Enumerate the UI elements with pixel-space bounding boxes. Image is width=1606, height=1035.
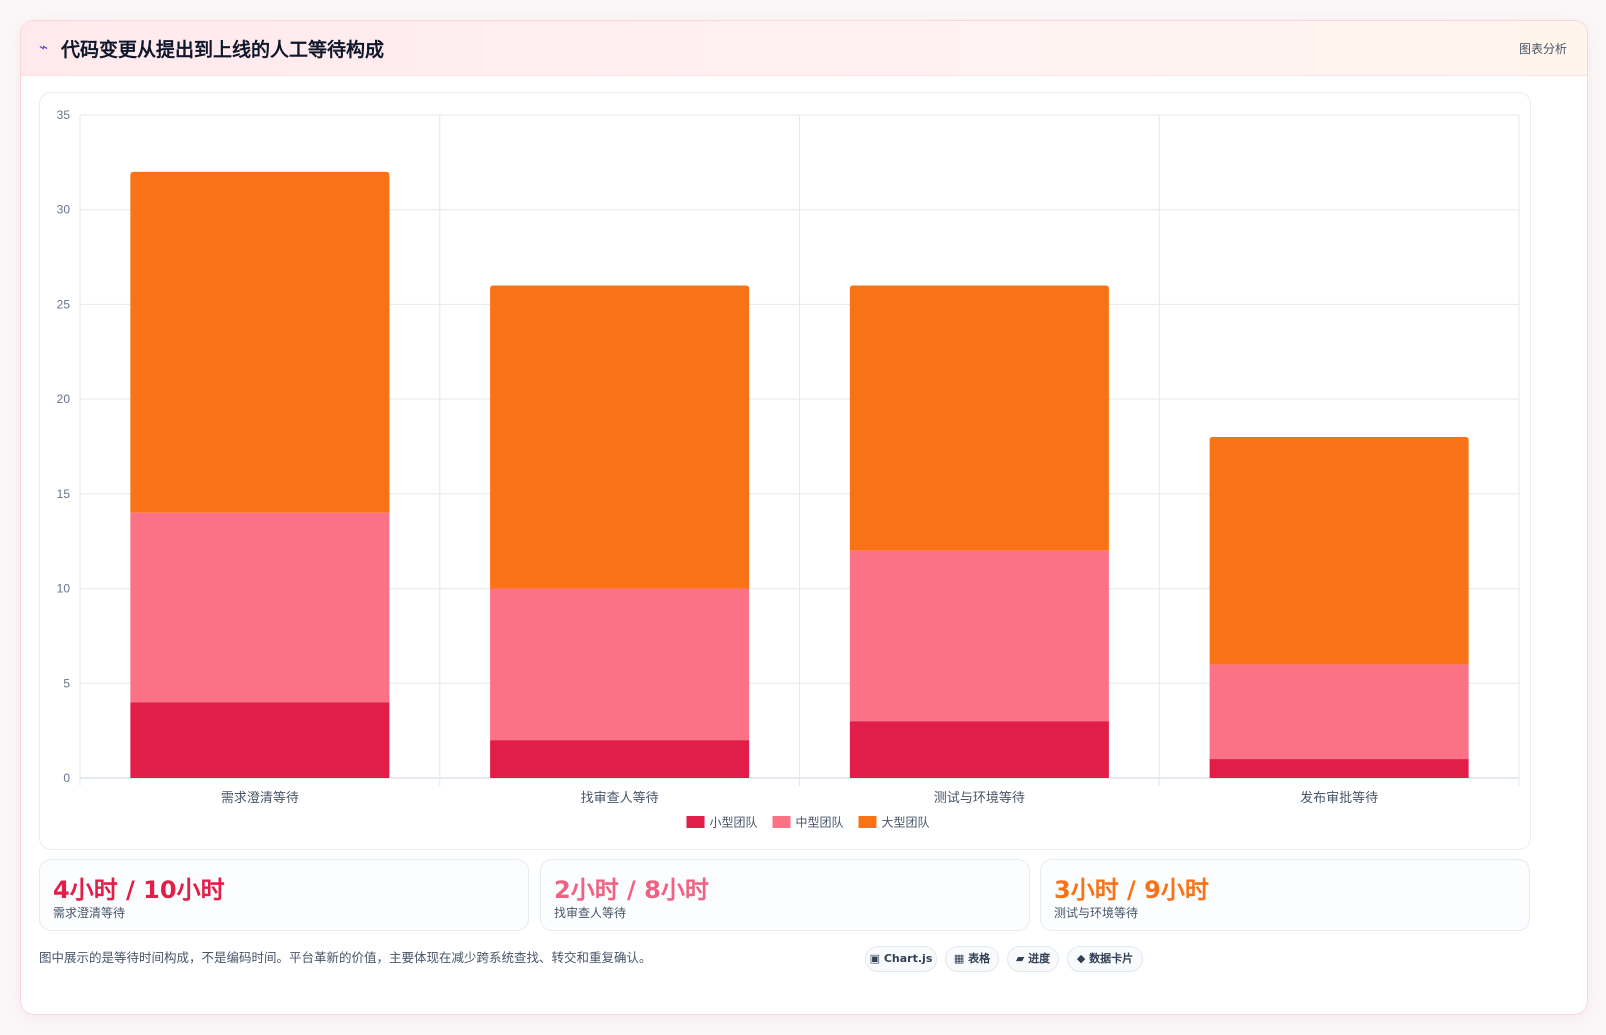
bar-segment [130, 512, 390, 703]
data-card-icon: ◆ [1076, 952, 1086, 965]
legend-swatch [686, 816, 705, 828]
bar-segment [1209, 664, 1469, 760]
stacked-bar-chart: 0 5 10 15 20 25 30 35 需求澄清等待 找审查人等待 测试与环境等待 发布审批等待小… [57, 108, 1520, 830]
stat-value: 2小时 / 8小时 [554, 876, 709, 904]
bar-segment [849, 721, 1109, 778]
x-tick-label: 找审查人等待 [581, 790, 659, 806]
stat-label: 找审查人等待 [554, 906, 627, 920]
stat-label: 需求澄清等待 [53, 906, 126, 920]
legend-label: 中型团队 [796, 815, 844, 830]
x-tick-label: 测试与环境等待 [934, 790, 1025, 806]
bar-segment [1209, 437, 1469, 665]
bar-segment [130, 702, 390, 778]
y-tick-label: 30 [57, 203, 71, 217]
y-tick-label: 10 [57, 582, 71, 596]
y-tick-label: 15 [57, 487, 71, 501]
bar-segment [849, 285, 1109, 551]
pill-chartjs[interactable]: ▣ Chart.js [865, 946, 937, 972]
y-tick-label: 20 [57, 392, 71, 406]
legend-swatch [858, 816, 877, 828]
bar-segment [490, 740, 750, 778]
bar-segment [849, 550, 1109, 722]
footnote: 图中展示的是等待时间构成，不是编码时间。平台革新的价值，主要体现在减少跨系统查找… [39, 950, 652, 965]
x-tick-label: 需求澄清等待 [221, 790, 299, 806]
chart-card: ⌁ 代码变更从提出到上线的人工等待构成 图表分析 0 5 10 15 20 25 30 35 需… [20, 20, 1588, 1015]
bar-segment [490, 588, 750, 741]
pill-data-card[interactable]: ◆ 数据卡片 [1067, 946, 1143, 972]
stat-value: 4小时 / 10小时 [53, 876, 225, 904]
pill-label: 数据卡片 [1089, 952, 1134, 965]
stat-card-2: 2小时 / 8小时 找审查人等待 [540, 859, 1030, 931]
stat-value: 3小时 / 9小时 [1054, 876, 1209, 904]
table-icon: ▦ [953, 952, 965, 965]
bar-segment [490, 285, 750, 589]
stat-label: 测试与环境等待 [1054, 906, 1139, 920]
lightning-icon: ⌁ [39, 38, 49, 56]
chart-icon: ▣ [869, 952, 881, 965]
y-tick-label: 0 [63, 771, 70, 785]
legend-label: 小型团队 [710, 815, 758, 830]
bar-segment [130, 171, 390, 513]
pill-label: Chart.js [883, 952, 933, 965]
pill-progress[interactable]: ▰ 进度 [1007, 946, 1059, 972]
x-tick-label: 发布审批等待 [1300, 790, 1378, 806]
card-header: ⌁ 代码变更从提出到上线的人工等待构成 图表分析 [21, 21, 1587, 76]
pill-label: 表格 [968, 952, 991, 965]
legend-swatch [772, 816, 791, 828]
progress-icon: ▰ [1015, 952, 1025, 965]
pill-label: 进度 [1028, 952, 1051, 965]
chart-panel: 0 5 10 15 20 25 30 35 需求澄清等待 找审查人等待 测试与环境等待 发布审批等待小… [39, 92, 1531, 850]
y-tick-label: 35 [57, 108, 71, 122]
pill-table[interactable]: ▦ 表格 [945, 946, 999, 972]
y-tick-label: 5 [63, 676, 70, 690]
y-tick-label: 25 [57, 297, 71, 311]
stat-card-3: 3小时 / 9小时 测试与环境等待 [1040, 859, 1530, 931]
legend-label: 大型团队 [882, 815, 930, 830]
header-tag: 图表分析 [1518, 42, 1567, 56]
bar-segment [1209, 759, 1469, 778]
page-title: 代码变更从提出到上线的人工等待构成 [61, 39, 385, 61]
stat-card-1: 4小时 / 10小时 需求澄清等待 [39, 859, 529, 931]
